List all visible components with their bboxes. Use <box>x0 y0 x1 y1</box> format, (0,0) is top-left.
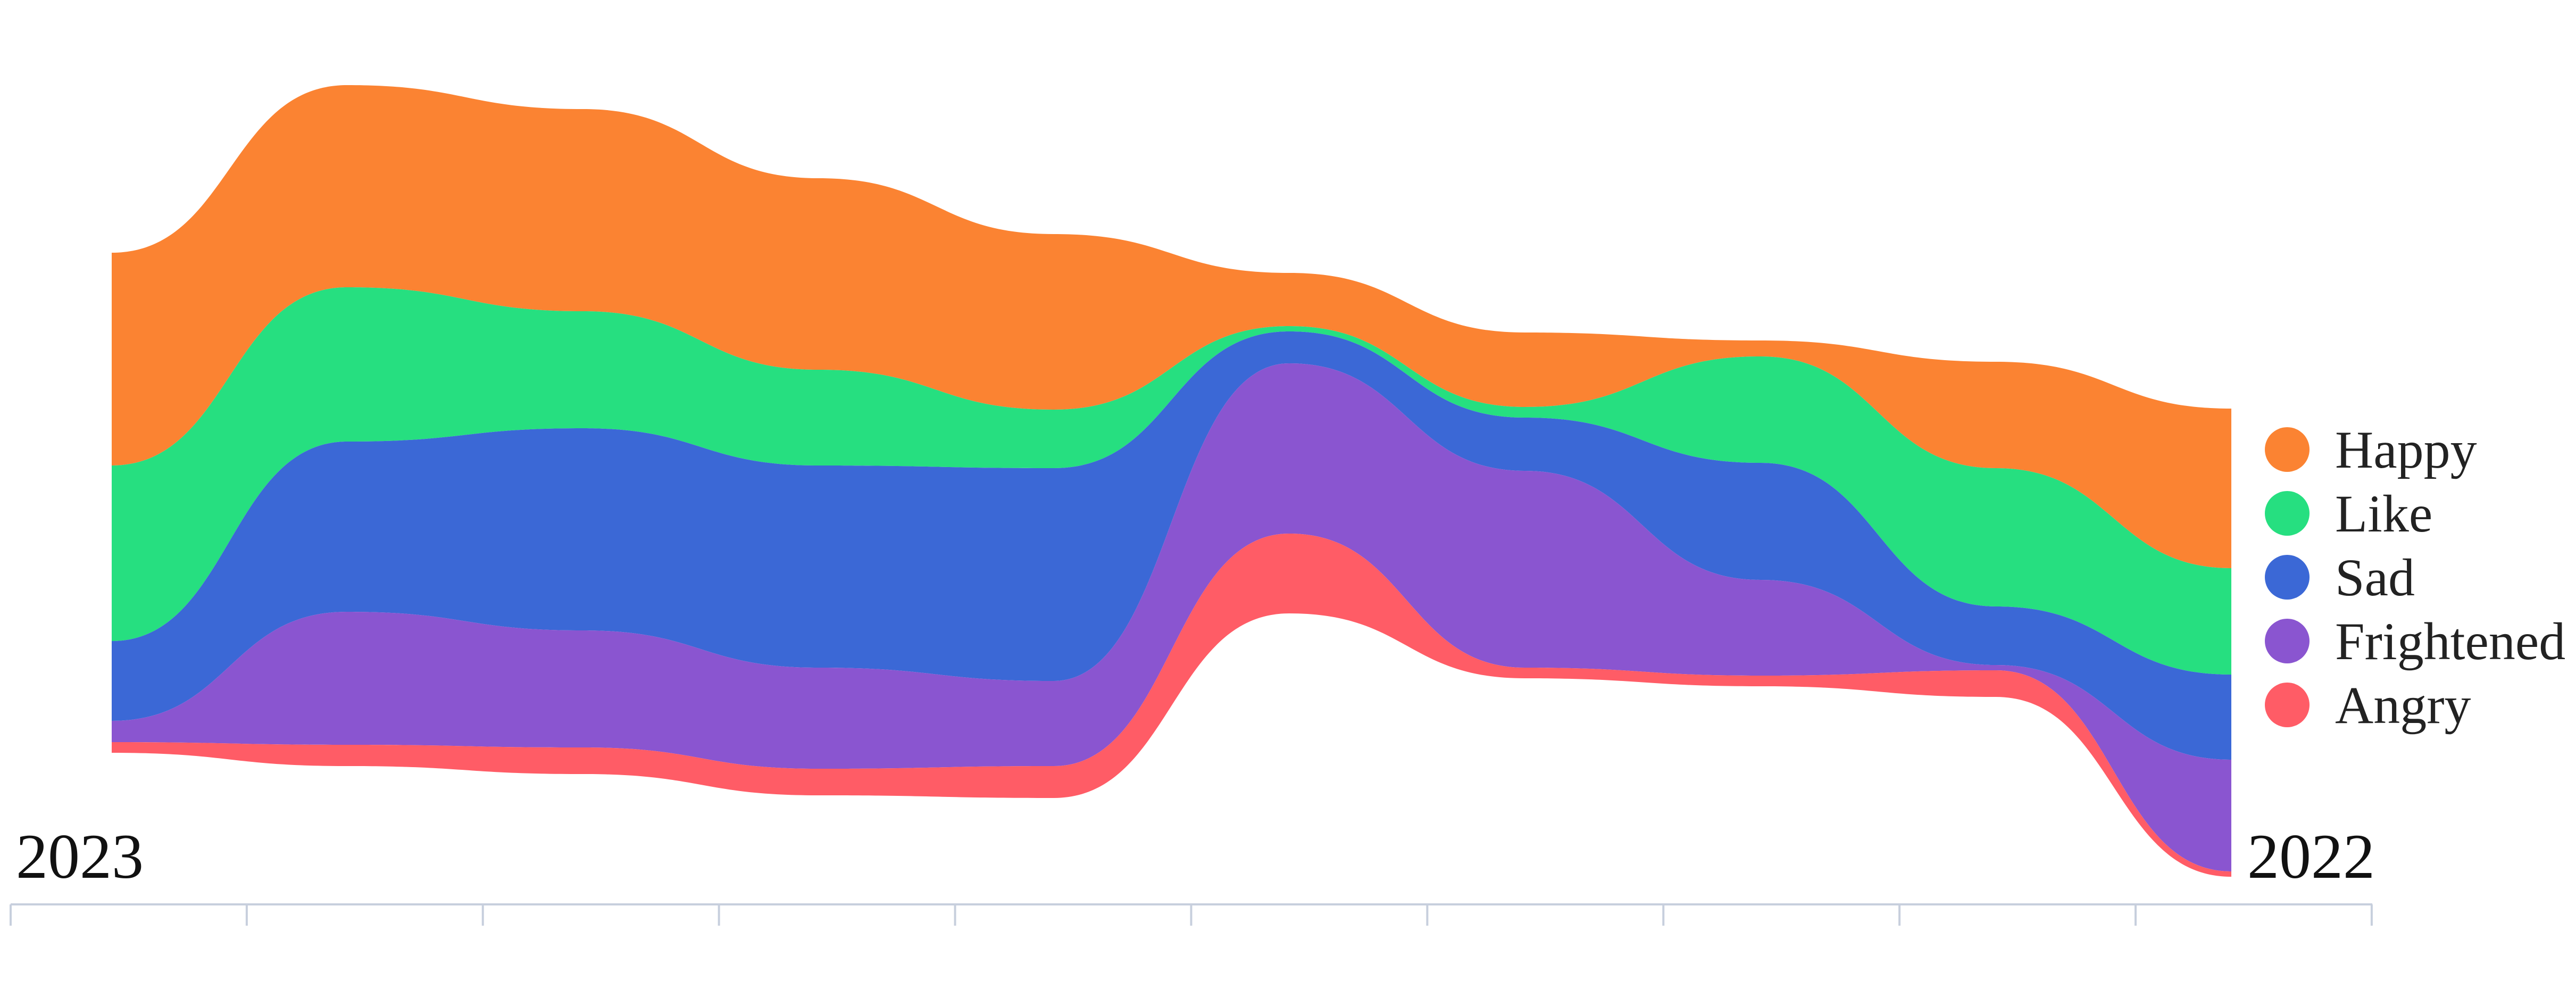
legend-item-sad[interactable]: Sad <box>2265 548 2415 607</box>
legend-label: Frightened <box>2335 612 2565 671</box>
legend-label: Happy <box>2335 420 2477 479</box>
legend-item-angry[interactable]: Angry <box>2265 676 2471 735</box>
stream-layer-happy <box>112 85 2231 568</box>
x-axis <box>10 903 2373 926</box>
x-start-label: 2023 <box>16 821 144 892</box>
legend-label: Angry <box>2335 676 2471 735</box>
stream-layer-angry <box>112 534 2231 877</box>
legend-swatch <box>2265 619 2310 663</box>
stream-layers <box>112 85 2231 877</box>
legend-label: Sad <box>2335 548 2415 607</box>
legend-swatch <box>2265 555 2310 600</box>
legend-item-happy[interactable]: Happy <box>2265 420 2477 479</box>
legend-item-like[interactable]: Like <box>2265 484 2432 543</box>
legend-label: Like <box>2335 484 2432 543</box>
legend-swatch <box>2265 491 2310 536</box>
legend-item-frightened[interactable]: Frightened <box>2265 612 2565 671</box>
legend-swatch <box>2265 683 2310 727</box>
stream-layer-like <box>112 287 2231 675</box>
x-end-label: 2022 <box>2247 821 2375 892</box>
legend-swatch <box>2265 427 2310 472</box>
stream-layer-frightened <box>112 363 2231 871</box>
stream-layer-sad <box>112 331 2231 760</box>
